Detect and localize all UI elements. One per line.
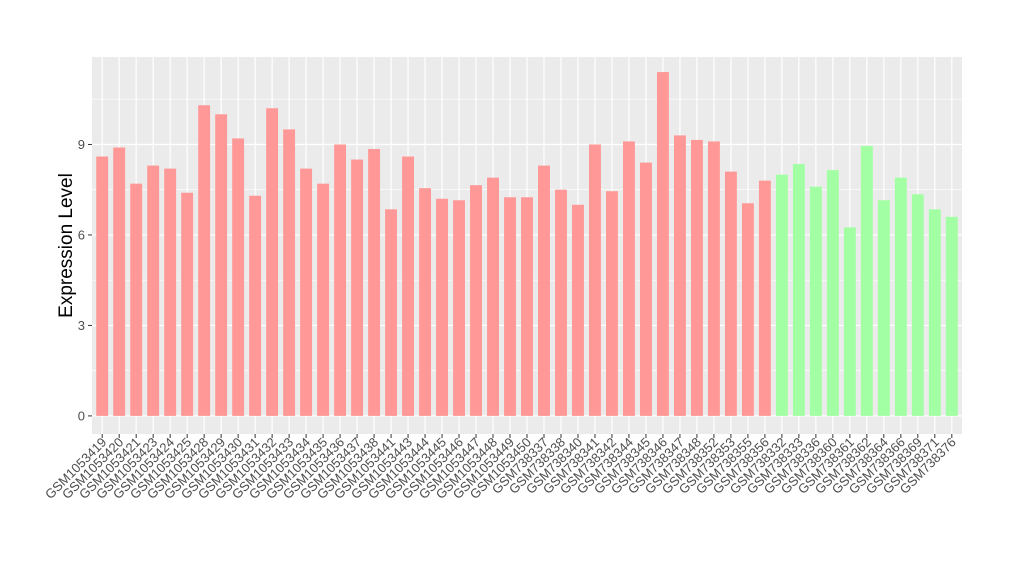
bar [741,203,754,416]
bar [487,177,499,416]
bar [470,185,482,416]
bar [690,139,703,416]
bar [758,180,771,416]
bar [436,198,448,416]
bar [198,105,211,416]
y-tick-label: 6 [78,227,85,242]
bar [385,209,398,416]
bar [538,165,550,416]
bar [843,227,856,416]
bar [521,197,533,416]
bar [113,147,126,416]
bar [572,204,584,416]
bar [266,108,279,416]
bar [639,162,652,416]
bar [504,197,516,416]
bar [623,141,635,416]
bar [656,72,669,416]
y-axis: 0 3 6 9 [78,137,92,423]
bar [130,183,143,416]
bar [911,194,924,416]
bar [181,192,194,416]
bar [707,141,720,416]
bar [792,164,805,416]
bar [877,200,890,416]
bar [928,209,941,416]
bar [775,174,788,416]
bar [894,177,907,416]
bar [724,171,737,416]
bar [860,145,873,416]
y-tick-label: 9 [78,137,85,152]
bars-group [96,72,958,416]
bar [809,186,822,416]
bar [249,195,262,416]
bar [164,168,177,416]
bar [351,159,364,416]
bar [232,138,245,416]
bar [300,168,313,416]
bar [673,135,686,416]
bar [334,144,347,416]
bar [945,216,958,416]
bar [96,156,109,416]
bar [283,129,296,416]
x-axis: GSM1053419GSM1053420GSM1053421GSM1053423… [42,434,959,502]
bar [402,156,415,416]
y-tick-label: 0 [78,408,85,423]
y-axis-title: Expression Level [56,173,77,318]
bar [606,191,618,416]
bar [215,114,228,416]
bar [147,165,160,416]
bar [453,200,465,416]
bar [368,148,381,416]
bar [419,188,431,416]
bar [826,170,839,416]
bar [589,144,601,416]
bar [317,183,330,416]
y-tick-label: 3 [78,318,85,333]
bar [555,189,567,416]
